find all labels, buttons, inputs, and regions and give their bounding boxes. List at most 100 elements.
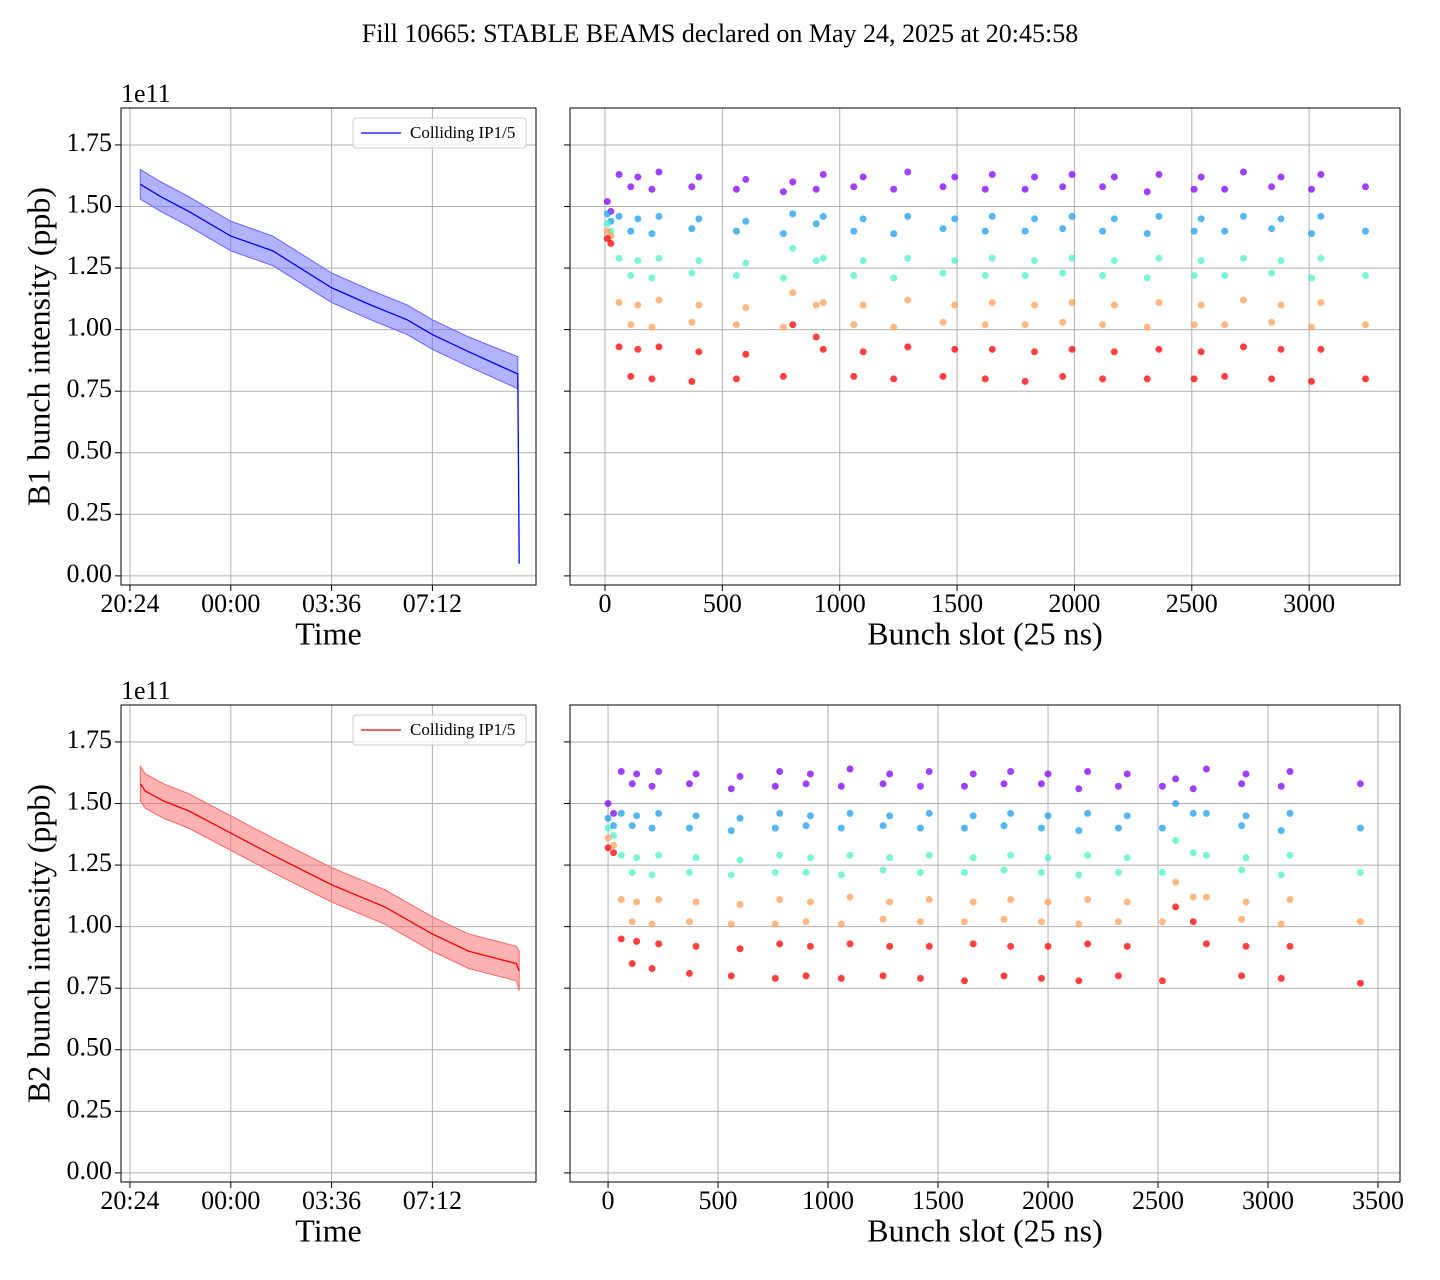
point [819,345,827,353]
point [1317,170,1325,178]
point [1238,780,1246,788]
point [1123,770,1131,778]
point [1277,871,1285,879]
point [890,375,898,383]
point [1242,770,1250,778]
point [951,345,959,353]
point [771,868,779,876]
point [789,244,797,252]
point [916,918,924,926]
point [1190,375,1198,383]
point [627,271,635,279]
point [1007,851,1015,859]
x-tick-label: 3500 [1352,1186,1404,1215]
point [1000,780,1008,788]
point [806,812,814,820]
point [1143,375,1151,383]
point [1021,227,1029,235]
x-tick-label: 03:36 [302,589,361,618]
point [692,854,700,862]
point [1007,896,1015,904]
point [1221,185,1229,193]
x-axis-label: Time [295,615,361,651]
point [1099,227,1107,235]
point [846,765,854,773]
x-tick-label: 0 [598,589,611,618]
point [1031,348,1039,356]
point [1242,854,1250,862]
point [1277,782,1285,790]
point [648,964,656,972]
point [603,235,611,243]
point [655,767,663,775]
point [1007,809,1015,817]
point [732,321,740,329]
point [789,178,797,186]
y-tick-label: 1.25 [67,848,113,877]
point [695,301,703,309]
point [655,809,663,817]
point [634,301,642,309]
legend-label: Colliding IP1/5 [410,123,515,142]
x-axis-label: Bunch slot (25 ns) [867,615,1103,651]
point [1155,254,1163,262]
point [1239,212,1247,220]
point [951,215,959,223]
point [736,772,744,780]
point [1308,230,1316,238]
x-tick-label: 00:00 [201,1186,260,1215]
point [610,841,618,849]
point [1059,318,1067,326]
point [695,348,703,356]
point [655,296,663,304]
point [736,900,744,908]
point [648,871,656,879]
point [603,220,611,228]
point [603,227,611,235]
point [879,972,887,980]
point [695,173,703,181]
point [806,898,814,906]
point [812,220,820,228]
x-axis-label: Time [295,1212,361,1248]
point [1068,212,1076,220]
point [1190,321,1198,329]
point [951,301,959,309]
point [617,935,625,943]
point [1277,173,1285,181]
point [1361,375,1369,383]
point [988,299,996,307]
point [1268,183,1276,191]
point [806,770,814,778]
point [1114,868,1122,876]
y-tick-label: 1.25 [67,251,113,280]
point [648,185,656,193]
point [1361,321,1369,329]
point [1084,940,1092,948]
point [685,969,693,977]
point [988,212,996,220]
point [960,977,968,985]
point [627,321,635,329]
point [1172,903,1180,911]
point [727,785,735,793]
point [981,375,989,383]
point [969,898,977,906]
point [776,896,784,904]
point [939,183,947,191]
point [655,212,663,220]
point [742,175,750,183]
band [139,168,519,390]
point [779,372,787,380]
point [692,942,700,950]
point [837,920,845,928]
point [879,915,887,923]
point [1155,345,1163,353]
point [1068,345,1076,353]
point [1059,183,1067,191]
point [1068,254,1076,262]
x-tick-label: 1000 [814,589,866,618]
point [960,824,968,832]
point [603,210,611,218]
